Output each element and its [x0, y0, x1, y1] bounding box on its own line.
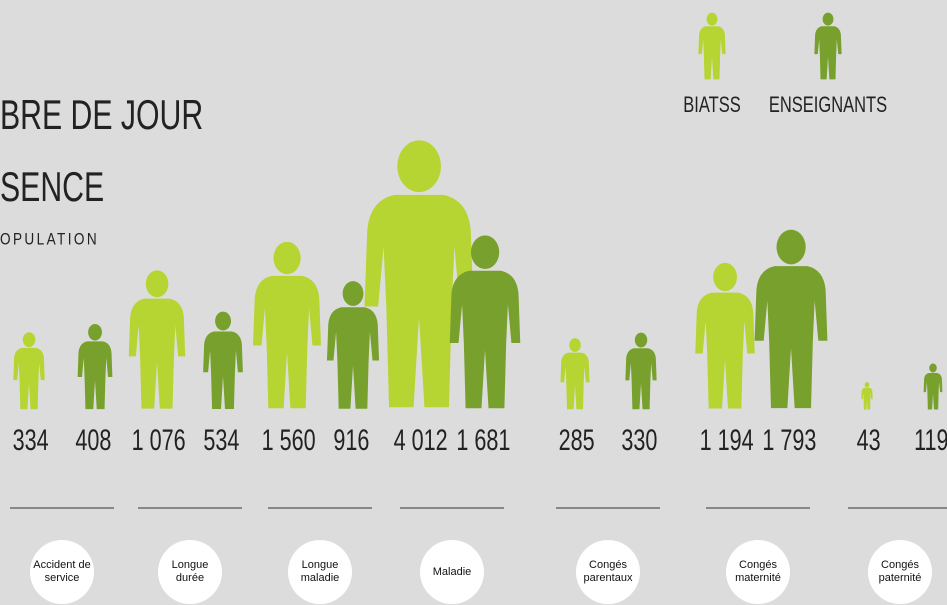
- value-label: 1 560: [262, 422, 316, 456]
- category-label: Congés maternité: [726, 540, 790, 604]
- value-label-group: 1 681: [456, 422, 510, 456]
- category-label: Longue maladie: [288, 540, 352, 604]
- figure: [253, 242, 321, 408]
- figure: [13, 332, 44, 409]
- figure: [203, 312, 243, 409]
- figure: [924, 364, 943, 410]
- title-line: BRE DE JOUR: [0, 91, 203, 138]
- category-label: Congés paternité: [868, 540, 932, 604]
- value-label: 534: [203, 422, 239, 456]
- value-label-group: 1 793: [762, 422, 816, 456]
- value-label: 285: [559, 422, 595, 456]
- value-label: 916: [333, 422, 369, 456]
- value-label-group: 43: [857, 422, 881, 456]
- legend-label: ENSEIGNANTS: [769, 93, 887, 118]
- value-label-group: 330: [621, 422, 657, 456]
- value-label: 330: [621, 422, 657, 456]
- value-label-group: 285: [559, 422, 595, 456]
- legend-label: BIATSS: [683, 93, 740, 118]
- category-label: Congés parentaux: [576, 540, 640, 604]
- category-label: Longue durée: [158, 540, 222, 604]
- figure: [365, 140, 474, 407]
- value-label-group: 1 560: [262, 422, 316, 456]
- value-label: 1 681: [456, 422, 510, 456]
- title-line: SENCE: [0, 163, 104, 210]
- figure: [560, 338, 589, 409]
- chart: BRE DE JOUR SENCE OPULATION 334 408 1 076 5…: [0, 0, 947, 605]
- figure: [755, 230, 828, 408]
- value-label: 119: [914, 422, 947, 456]
- value-label-group: 1 194: [700, 422, 754, 456]
- value-label-group: 408: [75, 422, 111, 456]
- figure: [861, 382, 872, 410]
- value-label: 43: [857, 422, 881, 456]
- infographic: BRE DE JOUR SENCE OPULATION 334 408 1 076 5…: [0, 0, 947, 605]
- legend-swatch: [814, 13, 841, 80]
- figure: [625, 333, 656, 410]
- legend-swatch: [698, 13, 725, 80]
- legend-label-group: ENSEIGNANTS: [769, 93, 887, 118]
- value-label: 1 793: [762, 422, 816, 456]
- figure: [129, 270, 185, 408]
- value-label-group: 916: [333, 422, 369, 456]
- value-label-group: 4 012: [394, 422, 448, 456]
- value-label-group: 334: [13, 422, 49, 456]
- value-label-group: 534: [203, 422, 239, 456]
- value-label: 4 012: [394, 422, 448, 456]
- subtitle: OPULATION: [0, 230, 99, 249]
- value-label-group: 1 076: [132, 422, 186, 456]
- figure: [695, 263, 754, 409]
- legend-label-group: BIATSS: [683, 93, 740, 118]
- value-label: 334: [13, 422, 49, 456]
- value-label: 1 194: [700, 422, 754, 456]
- category-label: Maladie: [420, 540, 484, 604]
- value-label-group: 119: [914, 422, 947, 456]
- category-label: Accident de service: [30, 540, 94, 604]
- value-label: 408: [75, 422, 111, 456]
- figure: [78, 324, 113, 409]
- value-label: 1 076: [132, 422, 186, 456]
